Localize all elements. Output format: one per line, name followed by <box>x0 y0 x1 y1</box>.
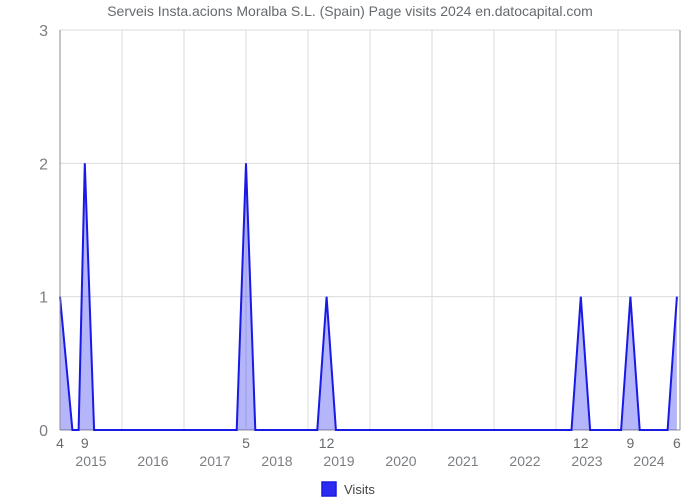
x-year-label: 2016 <box>137 453 168 469</box>
x-value-label: 5 <box>242 435 250 451</box>
legend-label: Visits <box>344 482 375 497</box>
visits-chart: Serveis Insta.acions Moralba S.L. (Spain… <box>0 0 700 500</box>
x-year-label: 2017 <box>199 453 230 469</box>
legend-swatch <box>322 482 336 496</box>
x-year-label: 2023 <box>571 453 602 469</box>
x-value-label: 12 <box>319 435 335 451</box>
x-year-label: 2021 <box>447 453 478 469</box>
chart-svg: Serveis Insta.acions Moralba S.L. (Spain… <box>0 0 700 500</box>
x-value-label: 12 <box>573 435 589 451</box>
x-year-label: 2019 <box>323 453 354 469</box>
x-year-label: 2018 <box>261 453 292 469</box>
legend: Visits <box>322 482 375 497</box>
y-tick-label: 3 <box>39 23 48 40</box>
x-value-label: 9 <box>627 435 635 451</box>
x-year-label: 2015 <box>75 453 106 469</box>
x-year-label: 2024 <box>633 453 664 469</box>
x-year-label: 2022 <box>509 453 540 469</box>
y-tick-label: 2 <box>39 156 48 173</box>
x-value-label: 6 <box>673 435 681 451</box>
plot-area: 0123495121296201520162017201820192020202… <box>39 23 681 469</box>
x-value-label: 4 <box>56 435 64 451</box>
x-year-label: 2020 <box>385 453 416 469</box>
x-value-label: 9 <box>81 435 89 451</box>
y-tick-label: 0 <box>39 423 48 440</box>
y-tick-label: 1 <box>39 290 48 307</box>
chart-title: Serveis Insta.acions Moralba S.L. (Spain… <box>107 3 593 19</box>
